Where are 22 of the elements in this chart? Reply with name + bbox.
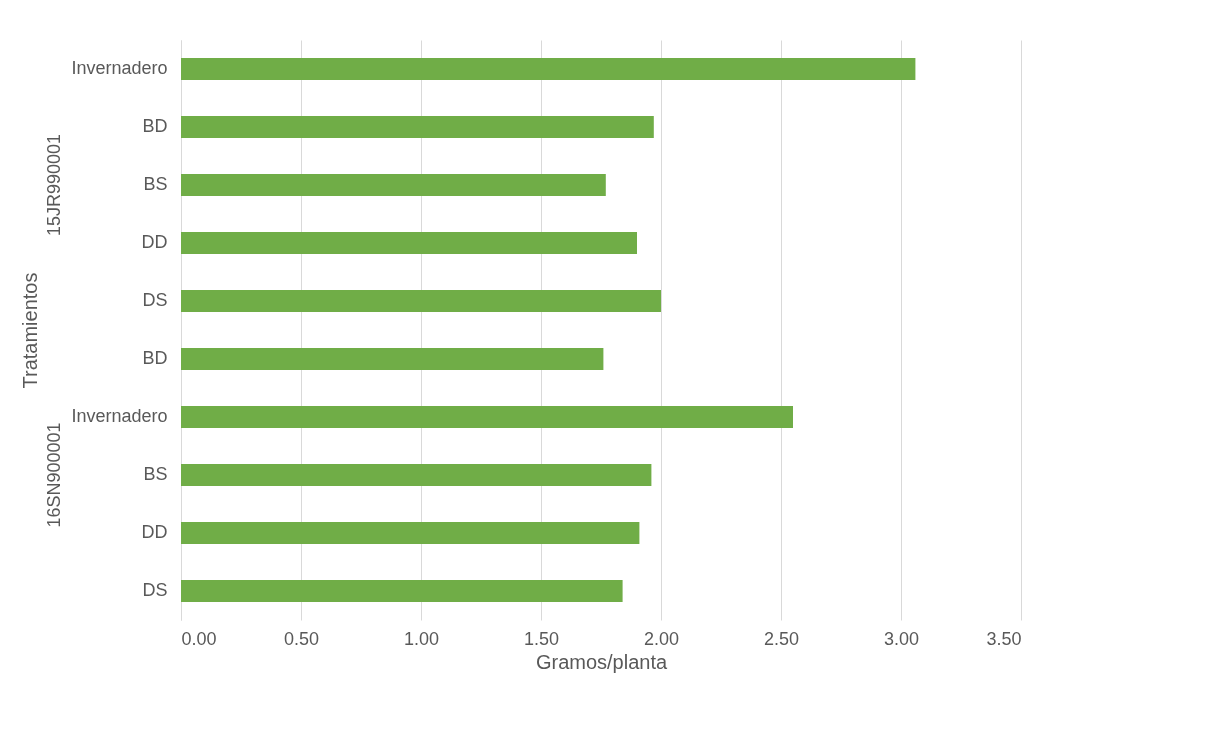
x-tick-label: 0.00 [181, 628, 217, 649]
x-tick-label: 0.50 [283, 628, 320, 649]
y-tick-label: Invernadero [71, 406, 168, 426]
y-tick-label: DD [141, 522, 168, 542]
x-tick-label: 3.50 [986, 628, 1022, 649]
x-tick-label: 1.00 [403, 628, 440, 649]
text: 15JR990001 [44, 133, 64, 237]
x-tick-label: 2.50 [763, 628, 800, 649]
x-tick-label: 1.50 [523, 628, 560, 649]
y-tick-label: DS [142, 290, 168, 310]
y-tick-label: DD [141, 232, 168, 252]
y-tick-label: BS [143, 464, 168, 484]
x-tick-label: 2.00 [643, 628, 680, 649]
y-tick-label: DS [142, 580, 168, 600]
y-tick-label: Invernadero [71, 58, 168, 78]
y-tick-label: BS [143, 174, 168, 194]
y-tick-label: BD [142, 348, 168, 368]
text: 16SN900001 [44, 422, 64, 528]
x-axis-title: Gramos/planta [535, 650, 668, 673]
x-tick-label: 3.00 [883, 628, 920, 649]
y-tick-label: BD [142, 116, 168, 136]
y-axis-title: Tratamientos [18, 272, 41, 389]
